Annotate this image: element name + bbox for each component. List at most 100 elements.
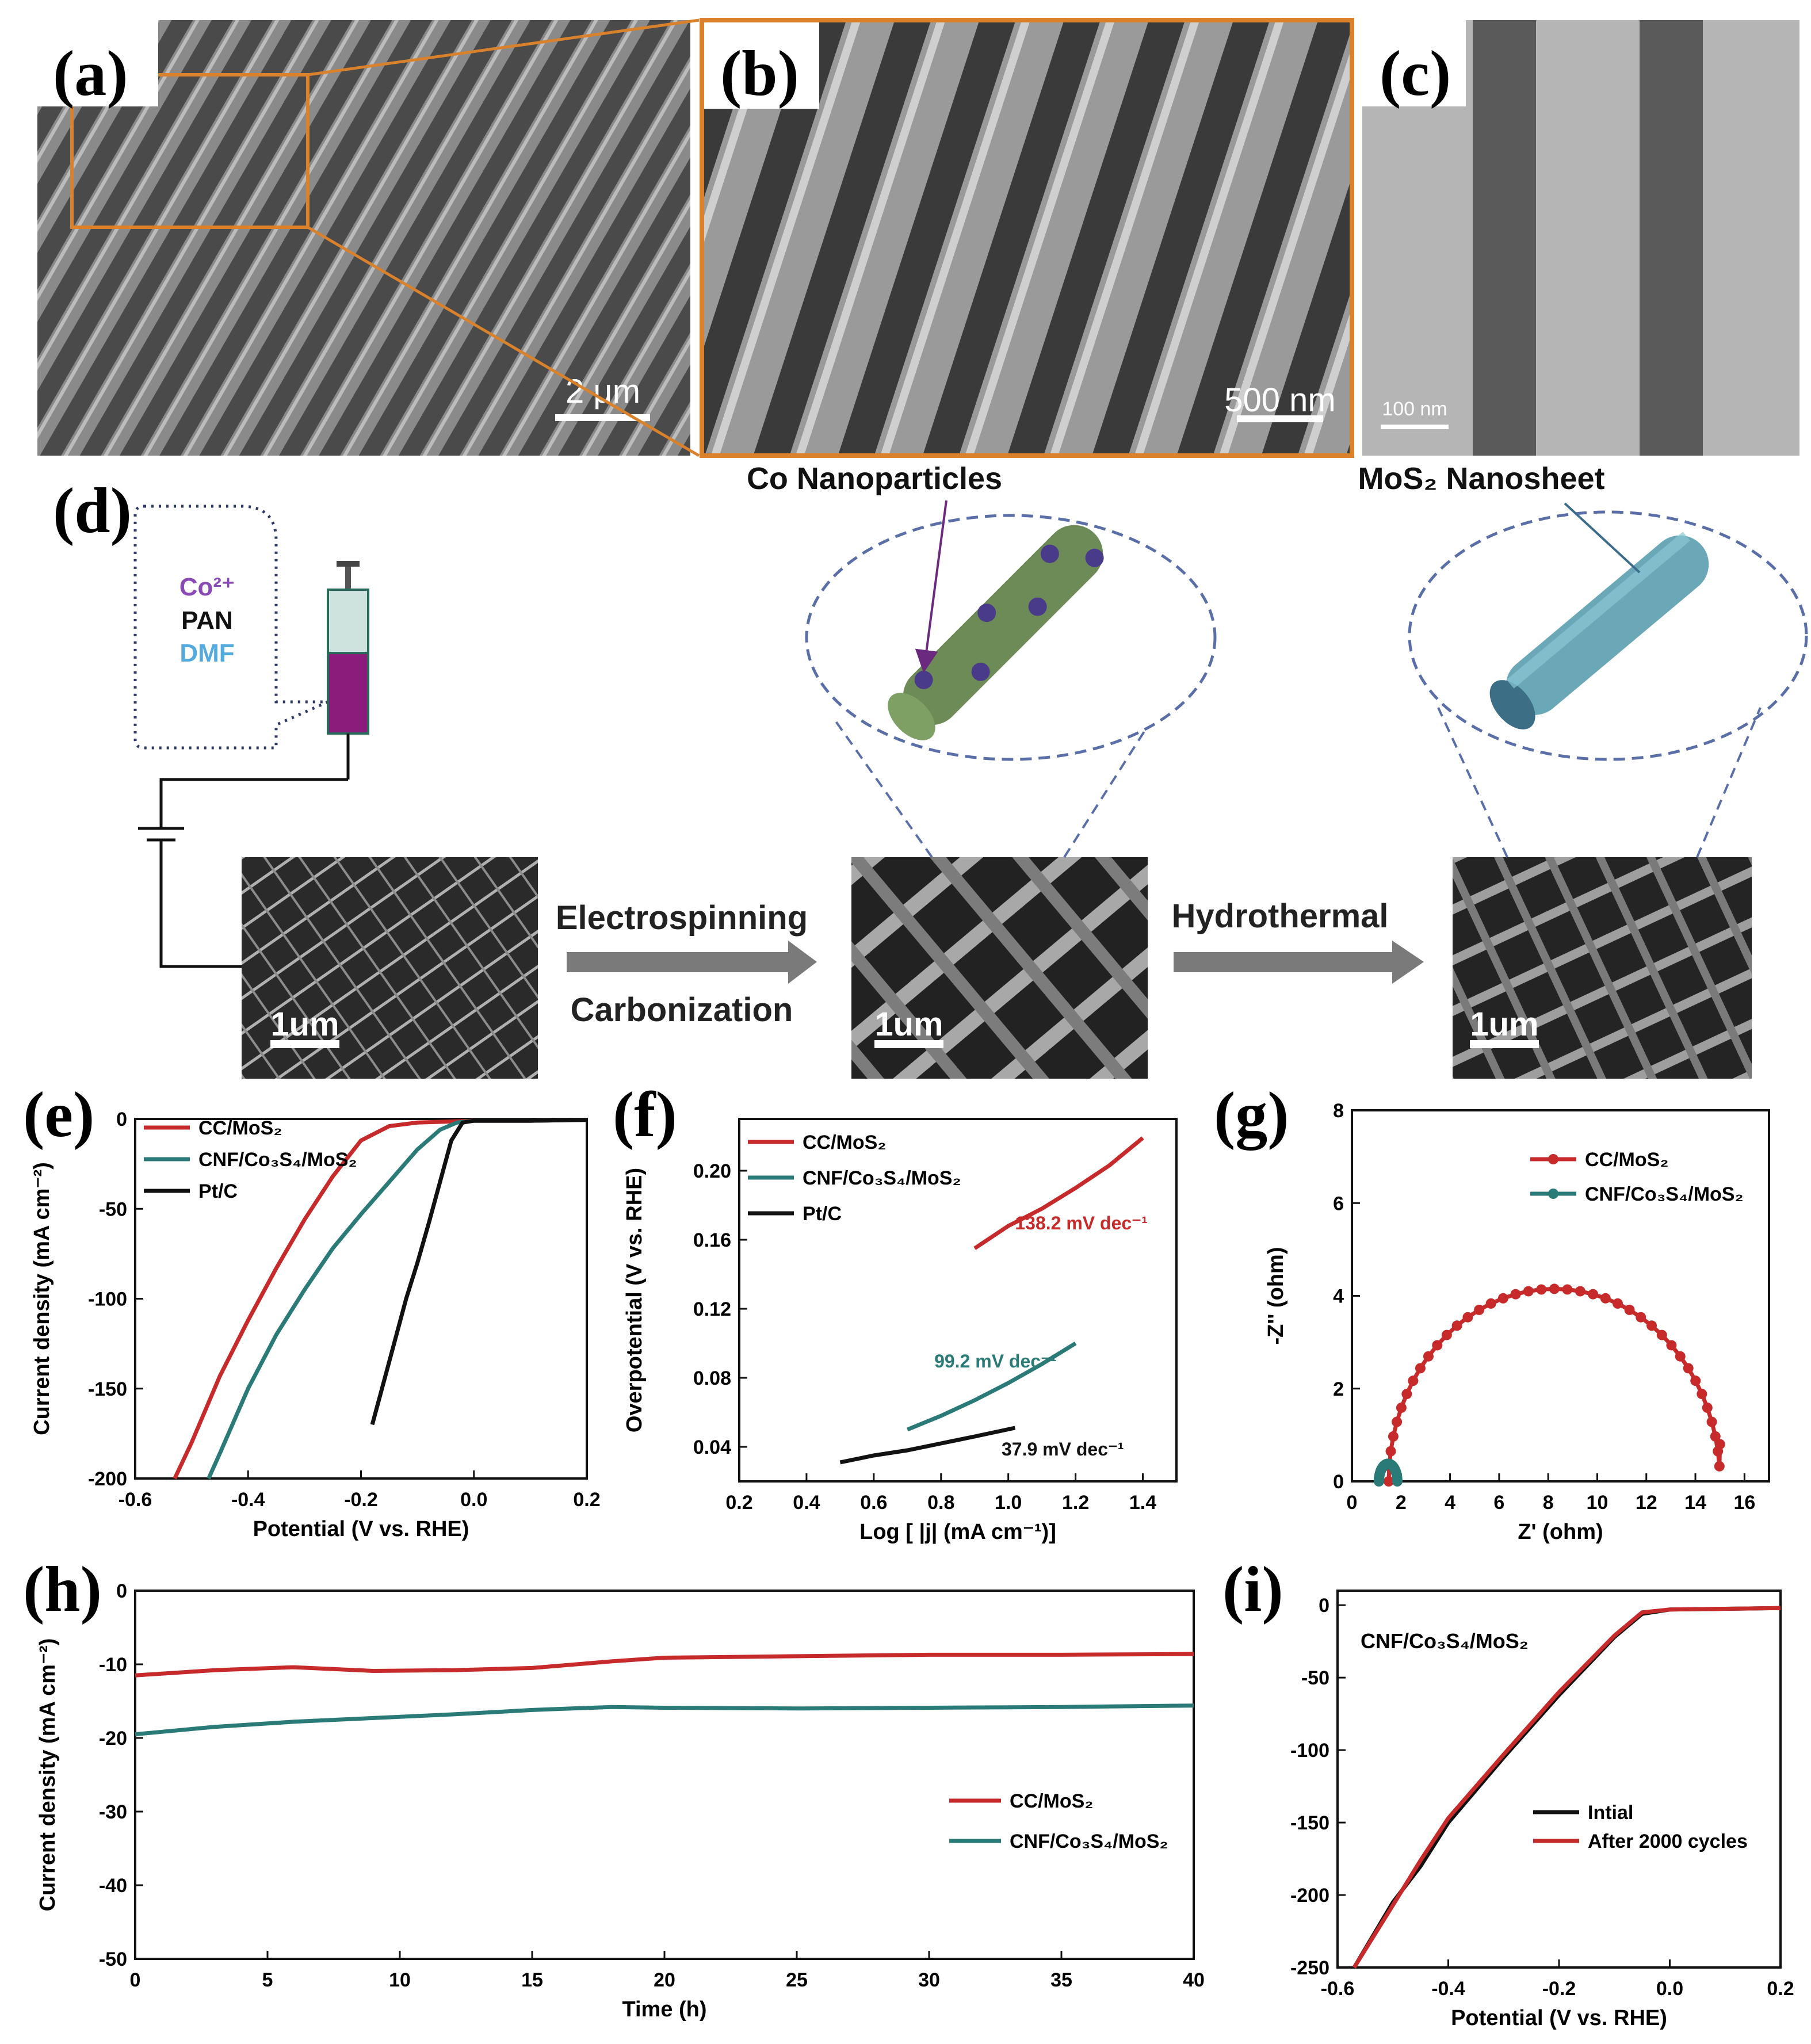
x-tick-label-e: -0.2	[344, 1489, 378, 1511]
x-axis-label-f: Log [ |j| (mA cm⁻¹)]	[859, 1520, 1056, 1544]
x-axis-label-e: Potential (V vs. RHE)	[253, 1517, 469, 1541]
y-tick-label-i: -150	[1290, 1812, 1329, 1834]
syringe-icon	[327, 561, 369, 780]
x-tick-label-h: 20	[654, 1969, 675, 1991]
series-line-e	[370, 1118, 587, 1426]
panel-letter-b: (b)	[720, 38, 799, 109]
x-tick-label-h: 35	[1050, 1969, 1072, 1991]
chart-f: 0.2 0.4 0.6 0.8 1.0 1.2 1.4 0.04 0.08 0.12 0.16 0.2…	[622, 1118, 1178, 1544]
x-tick-label-i: 0.0	[1656, 1978, 1683, 2000]
plot-frame-h	[134, 1590, 1195, 1960]
panel-letter-h: (h)	[23, 1554, 102, 1625]
scalebar-label-b: 500 nm	[1224, 381, 1335, 419]
y-tick-label-h: -50	[99, 1949, 127, 1970]
series-line-i	[1352, 1606, 1781, 1969]
scalebar-label-c: 100 nm	[1382, 398, 1447, 420]
x-tick-label-f: 1.4	[1129, 1492, 1156, 1514]
x-tick-label-f: 0.2	[725, 1492, 752, 1514]
process-arrow-1	[567, 941, 817, 984]
chart-g: 0 2 4 6 8 10 12 14 16 0 2 4 6 8 Z' (ohm) -Z'' (ohm) CC/M…	[1264, 1100, 1770, 1544]
y-tick-label-e: -150	[88, 1378, 127, 1400]
y-tick-label-h: -20	[99, 1728, 127, 1749]
legend-label-g: CNF/Co₃S₄/MoS₂	[1585, 1183, 1744, 1205]
mos2-fiber-model	[1489, 532, 1709, 729]
x-tick-label-h: 15	[521, 1969, 543, 1991]
x-tick-label-h: 10	[389, 1969, 411, 1991]
y-tick-label-e: 0	[116, 1109, 127, 1130]
y-tick-label-i: 0	[1319, 1595, 1329, 1617]
scalebar-c	[1381, 425, 1449, 429]
data-point-g	[1383, 1476, 1394, 1487]
scalebar-d3	[1470, 1040, 1539, 1048]
label-co2plus: Co²⁺	[179, 573, 235, 601]
scalebar-label-a: 2 μm	[566, 373, 640, 410]
legend-label-i: Intial	[1588, 1802, 1633, 1824]
zoom-line-bottom	[307, 226, 700, 457]
y-tick-label-h: 0	[116, 1580, 127, 1602]
x-tick-label-e: 0.0	[460, 1489, 487, 1511]
panel-c: (c) 100 nm	[1362, 20, 1799, 456]
legend-label-i: After 2000 cycles	[1588, 1831, 1748, 1852]
legend-marker-g	[1548, 1154, 1558, 1164]
y-tick-label-f: 0.04	[693, 1436, 731, 1458]
annotation-f: 138.2 mV dec⁻¹	[1015, 1213, 1147, 1233]
x-tick-label-h: 5	[262, 1969, 273, 1991]
series-line-h	[135, 1652, 1194, 1678]
legend-marker-g	[1548, 1189, 1558, 1199]
series-line-h	[135, 1703, 1194, 1737]
series-line-g	[1377, 1461, 1400, 1482]
x-tick-label-e: -0.6	[119, 1489, 152, 1511]
x-axis-label-i: Potential (V vs. RHE)	[1451, 2006, 1667, 2030]
x-tick-label-g: 6	[1493, 1492, 1504, 1514]
step-hydrothermal: Hydrothermal	[1171, 897, 1388, 935]
zoom-box	[70, 73, 310, 229]
y-tick-label-g: 4	[1333, 1286, 1344, 1308]
panel-letter-d: (d)	[53, 475, 132, 547]
x-tick-label-i: 0.2	[1767, 1978, 1794, 2000]
legend-label-f: CNF/Co₃S₄/MoS₂	[803, 1167, 961, 1189]
zoom-ellipse-2	[1408, 510, 1808, 761]
y-axis-label-e: Current density (mA cm⁻²)	[30, 1162, 54, 1435]
y-tick-label-e: -50	[99, 1198, 127, 1220]
x-tick-label-i: -0.2	[1542, 1978, 1576, 2000]
y-tick-label-i: -100	[1290, 1740, 1329, 1762]
panel-letter-c: (c)	[1380, 38, 1451, 109]
x-tick-label-f: 1.0	[995, 1492, 1022, 1514]
label-dmf: DMF	[179, 639, 234, 667]
scalebar-label-d3: 1um	[1470, 1006, 1538, 1043]
x-tick-label-h: 25	[786, 1969, 808, 1991]
scalebar-label-d1: 1um	[270, 1006, 339, 1043]
legend-label-g: CC/MoS₂	[1585, 1149, 1668, 1171]
series-line-e	[207, 1118, 587, 1480]
mos2-nanosheet-label: MoS₂ Nanosheet	[1358, 461, 1604, 496]
annotation-f: 99.2 mV dec⁻¹	[934, 1351, 1057, 1371]
y-tick-label-i: -200	[1290, 1885, 1329, 1907]
y-axis-label-h: Current density (mA cm⁻²)	[36, 1638, 60, 1912]
y-tick-label-g: 8	[1333, 1100, 1344, 1122]
x-tick-label-g: 8	[1543, 1492, 1554, 1514]
chart-i: -0.6 -0.4 -0.2 0.0 0.2 0 -50 -100 -150 -200 -250 Po…	[1290, 1590, 1794, 2030]
panel-letter-a: (a)	[53, 38, 128, 109]
x-tick-label-e: -0.4	[231, 1489, 265, 1511]
y-tick-label-g: 2	[1333, 1378, 1344, 1400]
step-electrospinning: Electrospinning	[556, 899, 808, 937]
x-tick-label-e: 0.2	[573, 1489, 600, 1511]
y-tick-label-f: 0.20	[693, 1160, 731, 1182]
y-tick-label-h: -30	[99, 1801, 127, 1823]
x-tick-label-f: 0.4	[793, 1492, 820, 1514]
process-arrow-2	[1174, 941, 1424, 984]
x-tick-label-g: 12	[1636, 1492, 1657, 1514]
label-pan: PAN	[181, 606, 233, 635]
legend-label-h: CNF/Co₃S₄/MoS₂	[1010, 1831, 1168, 1852]
scalebar-d1	[270, 1040, 339, 1048]
x-tick-label-g: 14	[1684, 1492, 1706, 1514]
legend-label-f: Pt/C	[803, 1203, 842, 1225]
x-tick-label-f: 1.2	[1062, 1492, 1089, 1514]
y-tick-label-h: -10	[99, 1654, 127, 1676]
panel-a: (a) 2 μm	[37, 20, 690, 456]
plot-text-i: CNF/Co₃S₄/MoS₂	[1361, 1629, 1529, 1653]
plot-frame-g	[1351, 1109, 1770, 1483]
y-tick-label-i: -250	[1290, 1957, 1329, 1979]
series-line-i	[1352, 1606, 1781, 1969]
